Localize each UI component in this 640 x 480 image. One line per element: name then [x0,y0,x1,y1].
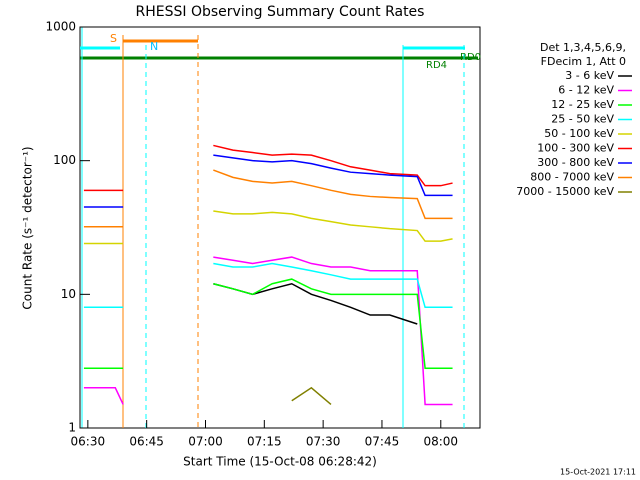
legend-label: 12 - 25 keV [551,98,614,111]
series-line [291,386,332,406]
series-line [83,278,453,369]
y-axis-label: Count Rate (s⁻¹ detector⁻¹) [21,146,35,309]
annotation: S [110,32,117,45]
legend-label: 7000 - 15000 keV [516,185,614,198]
series-line [83,144,453,192]
legend-header: FDecim 1, Att 0 [541,55,626,68]
x-tick-label: 07:30 [306,435,341,449]
y-tick-label: 100 [53,153,76,167]
legend-header: Det 1,3,4,5,6,9, [540,41,626,54]
legend-label: 25 - 50 keV [551,113,614,126]
legend-label: 300 - 800 keV [537,156,614,169]
legend-label: 50 - 100 keV [544,127,614,140]
series-line [83,210,453,245]
y-tick-label: 1 [68,421,76,435]
legend-label: 100 - 300 keV [537,142,614,155]
series-line [83,256,453,406]
footer: 15-Oct-2021 17:11 [560,468,636,477]
series-line [83,169,453,228]
y-tick-label: 10 [61,287,76,301]
x-tick-label: 08:00 [423,435,458,449]
x-tick-label: 07:45 [365,435,400,449]
annotation: RD4 [426,60,447,71]
legend-label: 6 - 12 keV [558,84,614,97]
legend-label: 800 - 7000 keV [530,171,614,184]
annotation: RD0 [460,52,481,63]
y-tick-label: 1000 [45,20,76,34]
chart-title: RHESSI Observing Summary Count Rates [136,4,425,20]
legend-label: 3 - 6 keV [565,69,614,82]
x-tick-label: 06:30 [71,435,106,449]
x-tick-label: 07:00 [188,435,223,449]
annotation: N [150,40,158,53]
x-tick-label: 06:45 [129,435,164,449]
series-line [83,262,453,309]
series-line [83,154,453,208]
x-tick-label: 07:15 [247,435,282,449]
x-axis-label: Start Time (15-Oct-08 06:28:42) [183,455,377,469]
plot-frame [79,26,481,429]
